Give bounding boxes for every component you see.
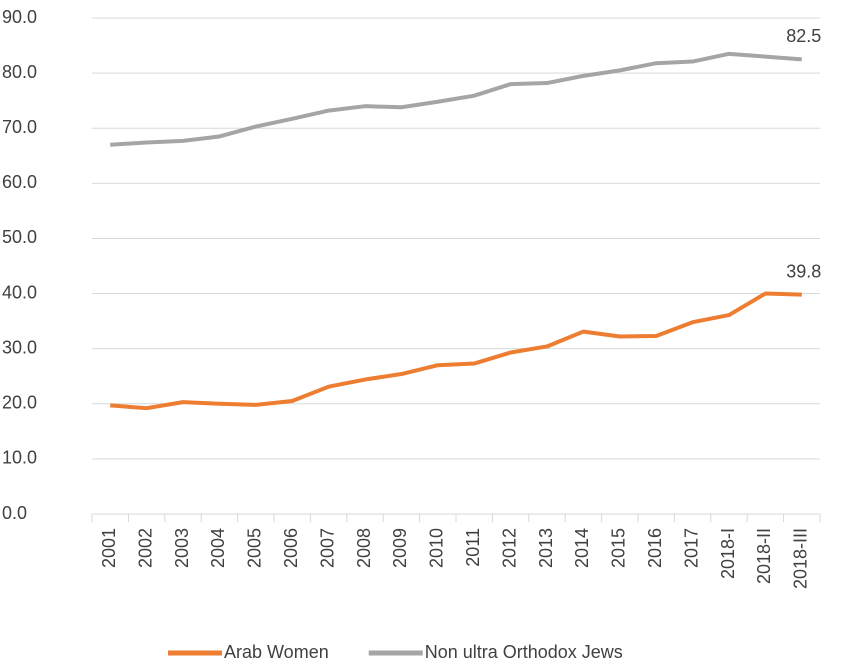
x-tick-label: 2016 — [645, 528, 665, 568]
x-tick-label: 2013 — [536, 528, 556, 568]
x-tick-label: 2011 — [463, 528, 483, 567]
x-tick-label: 2018-III — [791, 528, 811, 589]
x-tick-label: 2005 — [245, 528, 265, 568]
x-tick-label: 2010 — [427, 528, 447, 568]
y-tick-label: 0.0 — [2, 503, 27, 523]
data-label: 39.8 — [786, 261, 821, 281]
x-tick-label: 2004 — [208, 528, 228, 568]
x-tick-label: 2008 — [354, 528, 374, 568]
x-tick-label: 2006 — [281, 528, 301, 568]
legend-label: Non ultra Orthodox Jews — [425, 642, 623, 662]
x-tick-label: 2009 — [390, 528, 410, 568]
x-tick-label: 2007 — [317, 528, 337, 568]
y-tick-label: 80.0 — [2, 62, 37, 82]
y-tick-label: 40.0 — [2, 282, 37, 302]
data-label: 82.5 — [786, 26, 821, 46]
y-tick-label: 30.0 — [2, 337, 37, 357]
legend-label: Arab Women — [224, 642, 329, 662]
x-tick-label: 2015 — [609, 528, 629, 568]
x-tick-label: 2018-II — [754, 528, 774, 584]
y-tick-label: 70.0 — [2, 117, 37, 137]
x-tick-label: 2014 — [572, 528, 592, 568]
x-tick-label: 2003 — [172, 528, 192, 568]
y-tick-label: 90.0 — [2, 7, 37, 27]
y-tick-label: 20.0 — [2, 393, 37, 413]
x-tick-label: 2012 — [499, 528, 519, 568]
x-tick-label: 2018-I — [718, 528, 738, 579]
y-tick-label: 50.0 — [2, 227, 37, 247]
y-tick-label: 60.0 — [2, 172, 37, 192]
x-tick-label: 2017 — [681, 528, 701, 568]
line — [110, 51, 802, 147]
line — [110, 291, 802, 411]
y-tick-label: 10.0 — [2, 448, 37, 468]
x-tick-label: 2002 — [135, 528, 155, 568]
x-tick-label: 2001 — [99, 528, 119, 568]
